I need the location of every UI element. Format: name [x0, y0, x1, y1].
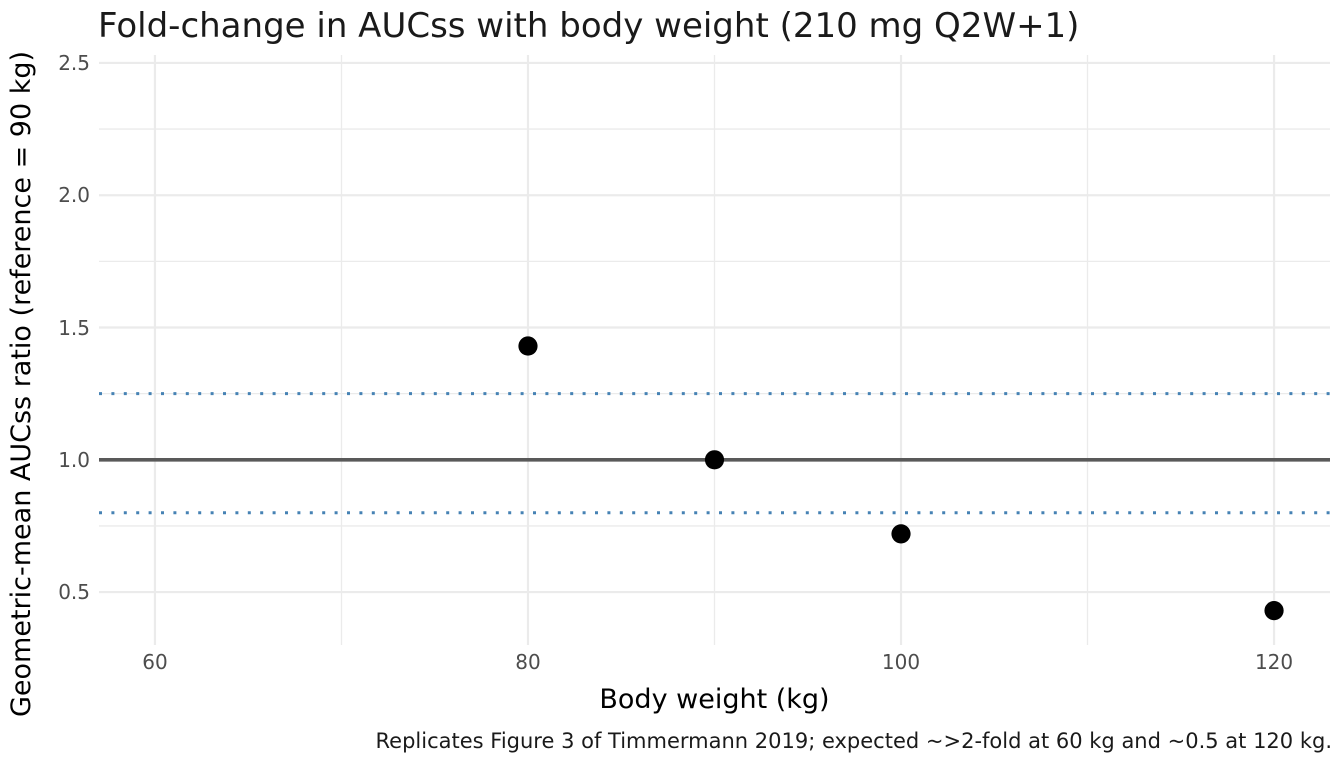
- x-tick-label: 60: [142, 650, 168, 674]
- chart-title: Fold-change in AUCss with body weight (2…: [98, 6, 1080, 46]
- data-point: [1264, 601, 1284, 621]
- chart-caption: Replicates Figure 3 of Timmermann 2019; …: [375, 729, 1332, 753]
- data-point: [891, 524, 911, 544]
- y-tick-label: 2.5: [58, 50, 90, 75]
- x-tick-label: 80: [515, 650, 541, 674]
- x-axis-label: Body weight (kg): [599, 684, 830, 715]
- x-tick-label: 100: [881, 650, 921, 674]
- y-tick-label: 1.5: [58, 315, 90, 340]
- data-point: [518, 336, 538, 356]
- y-tick-label: 0.5: [58, 580, 90, 605]
- x-tick-label: 120: [1254, 650, 1294, 674]
- data-point: [704, 450, 725, 470]
- y-tick-label: 2.0: [58, 183, 90, 208]
- y-tick-label: 1.0: [58, 447, 90, 472]
